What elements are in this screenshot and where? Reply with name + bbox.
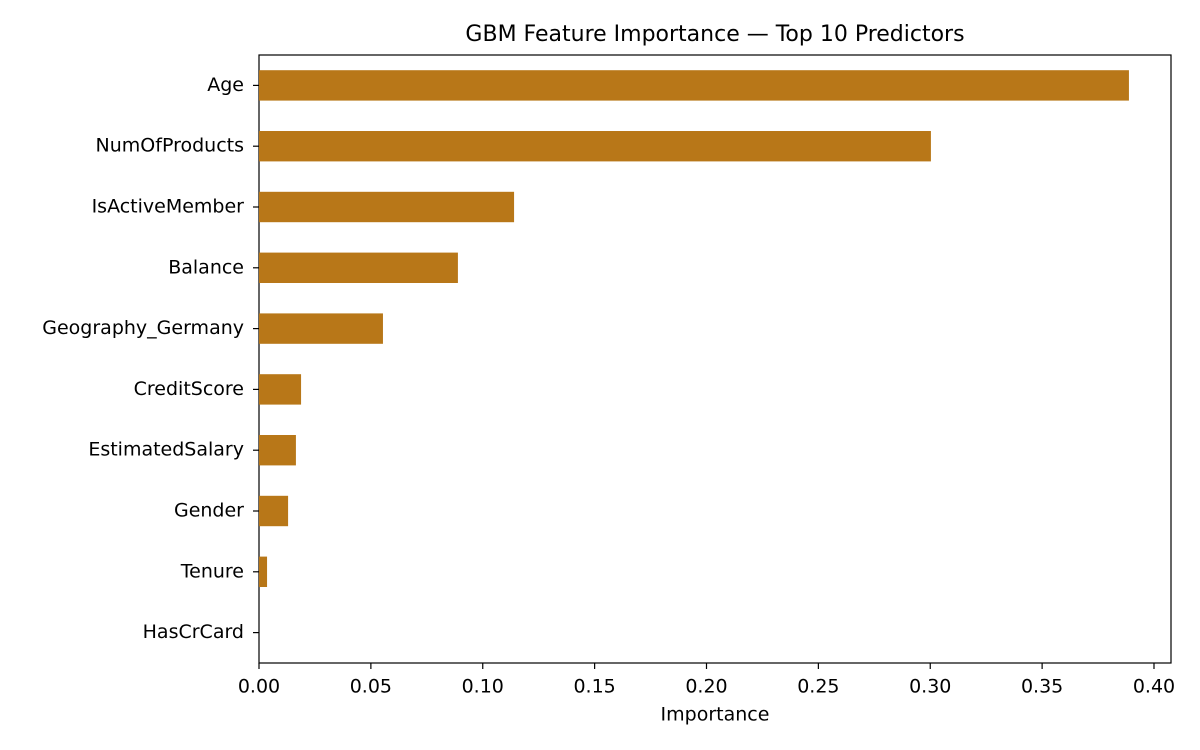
x-tick-label: 0.20 xyxy=(685,676,727,698)
y-tick-label: CreditScore xyxy=(134,378,244,400)
x-tick-label: 0.00 xyxy=(238,676,280,698)
x-tick-label: 0.10 xyxy=(462,676,504,698)
bar xyxy=(259,556,268,587)
y-tick-label: Age xyxy=(207,74,244,96)
x-tick-label: 0.30 xyxy=(909,676,951,698)
bar xyxy=(259,70,1129,101)
x-axis-label: Importance xyxy=(661,704,770,726)
chart-title: GBM Feature Importance — Top 10 Predicto… xyxy=(465,22,964,47)
bar xyxy=(259,191,515,223)
y-tick-label: Tenure xyxy=(180,560,244,582)
plot-frame xyxy=(258,54,1172,664)
x-tick-label: 0.15 xyxy=(573,676,615,698)
x-tick-label: 0.05 xyxy=(350,676,392,698)
y-tick-label: Balance xyxy=(168,256,244,278)
y-tick-label: NumOfProducts xyxy=(96,135,244,157)
x-tick-label: 0.40 xyxy=(1133,676,1175,698)
y-tick-label: EstimatedSalary xyxy=(88,439,244,461)
bar xyxy=(259,435,296,466)
x-tick-label: 0.25 xyxy=(797,676,839,698)
y-tick-label: Gender xyxy=(174,500,244,522)
bar xyxy=(259,374,302,405)
bar xyxy=(259,313,383,344)
bar xyxy=(259,495,289,527)
x-tick-label: 0.35 xyxy=(1021,676,1063,698)
y-tick-label: Geography_Germany xyxy=(42,317,244,339)
y-tick-label: IsActiveMember xyxy=(92,196,245,218)
y-tick-label: HasCrCard xyxy=(143,621,244,643)
bar xyxy=(259,252,458,283)
bar xyxy=(259,131,931,162)
